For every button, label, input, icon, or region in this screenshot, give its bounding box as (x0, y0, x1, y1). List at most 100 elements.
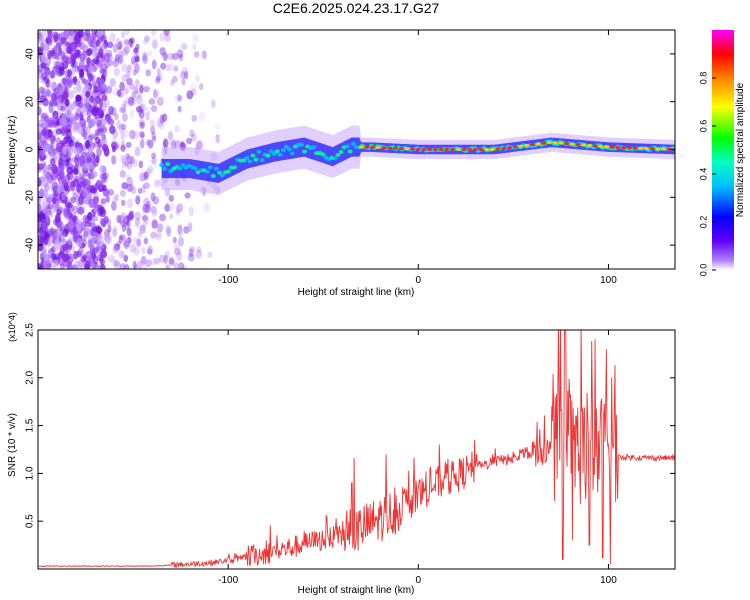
spectrogram-noise-cell (125, 153, 130, 160)
spectrogram-noise-cell (114, 193, 119, 202)
spectrogram-x-tick-label: -100 (218, 275, 238, 286)
spectrogram-noise-cell (38, 162, 44, 171)
spectrogram-peak-cell (569, 142, 575, 146)
spectrogram-noise-cell (177, 224, 183, 235)
spectrogram-noise-cell (86, 57, 91, 67)
spectrogram-noise-cell (53, 259, 60, 268)
spectrogram-noise-cell (85, 139, 90, 149)
spectrogram-noise-cell (68, 90, 75, 100)
spectrogram-noise-cell (50, 185, 56, 192)
spectrogram-noise-cell (98, 240, 105, 249)
spectrogram-peak-cell (649, 147, 655, 151)
spectrogram-noise-cell (41, 52, 47, 63)
spectrogram-noise-cell (86, 48, 93, 57)
spectrogram-noise-cell (164, 250, 170, 260)
spectrogram-peak-cell (398, 147, 404, 151)
spectrogram-noise-cell (101, 83, 107, 92)
spectrogram-noise-cell (162, 51, 168, 61)
spectrogram-noise-cell (115, 37, 121, 48)
spectrogram-noise-cell (129, 37, 135, 44)
spectrogram-noise-cell (46, 143, 54, 152)
spectrogram-noise-cell (60, 50, 66, 60)
spectrogram-noise-cell (45, 78, 50, 88)
spectrogram-noise-cell (48, 203, 54, 210)
spectrogram-noise-cell (124, 30, 130, 36)
spectrogram-noise-cell (150, 205, 157, 214)
spectrogram-peak-cell (427, 148, 433, 151)
spectrogram-noise-cell (45, 114, 50, 123)
spectrogram-noise-cell (44, 57, 52, 66)
spectrogram-noise-cell (85, 90, 91, 98)
spectrogram-noise-cell (125, 141, 132, 148)
colorbar-gradient (712, 30, 734, 270)
spectrogram-noise-cell (152, 135, 157, 142)
spectrogram-noise-cell (111, 200, 117, 211)
spectrogram-noise-cell (129, 129, 136, 140)
spectrogram-noise-cell (58, 94, 65, 104)
spectrogram-signal-cell (210, 173, 216, 178)
spectrogram-noise-cell (135, 90, 142, 100)
spectrogram-noise-cell (51, 260, 58, 267)
spectrogram-noise-cell (176, 251, 183, 261)
spectrogram-noise-cell (38, 123, 43, 132)
spectrogram-noise-cell (49, 99, 54, 107)
spectrogram-noise-cell (78, 61, 86, 70)
spectrogram-noise-cell (126, 227, 132, 237)
spectrogram-noise-cell (38, 149, 45, 156)
spectrogram-noise-cell (120, 144, 126, 152)
spectrogram-noise-cell (189, 129, 195, 138)
spectrogram-noise-cell (75, 222, 82, 232)
spectrogram-noise-cell (47, 129, 53, 138)
spectrogram-noise-cell (79, 154, 86, 165)
spectrogram-noise-cell (73, 250, 79, 260)
spectrogram-noise-cell (141, 55, 149, 65)
spectrogram-signal-cell (332, 156, 338, 161)
spectrogram-noise-cell (59, 227, 64, 236)
spectrogram-noise-cell (176, 203, 184, 213)
spectrogram-noise-cell (38, 235, 43, 245)
spectrogram-signal-cell (168, 169, 174, 174)
spectrogram-noise-cell (76, 219, 83, 227)
spectrogram-noise-cell (127, 64, 132, 73)
spectrogram-noise-cell (119, 169, 126, 178)
spectrogram-x-tick-label: 0 (416, 275, 422, 286)
spectrogram-noise-cell (89, 248, 97, 256)
spectrogram-noise-cell (78, 30, 84, 38)
spectrogram-noise-cell (96, 92, 102, 101)
spectrogram-noise-cell (122, 100, 128, 108)
spectrogram-noise-cell (60, 193, 66, 201)
spectrogram-noise-cell (73, 121, 81, 131)
spectrogram-noise-cell (146, 248, 153, 255)
spectrogram-noise-cell (40, 62, 47, 69)
spectrogram-noise-cell (105, 115, 112, 124)
spectrogram-peak-cell (598, 144, 604, 148)
spectrogram-noise-cell (52, 67, 60, 76)
spectrogram-noise-cell (41, 180, 49, 188)
spectrogram-peak-cell (415, 148, 421, 151)
spectrogram-noise-cell (92, 225, 100, 233)
spectrogram-noise-cell (46, 171, 52, 180)
spectrogram-noise-cell (86, 149, 93, 156)
spectrogram-peak-cell (455, 148, 461, 151)
spectrogram-noise-cell (180, 42, 188, 50)
spectrogram-noise-cell (151, 59, 157, 70)
spectrogram-x-ticks: -100 0 100 (218, 30, 617, 286)
spectrogram-noise-cell (119, 189, 127, 198)
spectrogram-noise-cell (67, 262, 74, 269)
spectrogram-noise-cell (67, 236, 74, 246)
spectrogram-noise-cell (170, 79, 175, 87)
spectrogram-noise-cell (100, 197, 106, 205)
spectrogram-noise-cell (121, 74, 128, 82)
spectrogram-noise-cell (146, 50, 152, 57)
spectrogram-noise-cell (145, 139, 151, 146)
spectrogram-noise-cell (111, 141, 117, 150)
spectrogram-signal-cell (274, 149, 280, 154)
spectrogram-noise-cell (146, 168, 152, 175)
colorbar: 0.0 0.2 0.4 0.6 0.8 Normalized spectral ampl… (698, 30, 746, 276)
spectrogram-noise-cell (39, 34, 44, 42)
spectrogram-peak-cell (387, 146, 393, 150)
spectrogram-peak-cell (489, 148, 495, 151)
colorbar-tick-label: 0.4 (698, 168, 708, 181)
spectrogram-noise-cell (47, 209, 53, 217)
spectrogram-noise-cell (118, 123, 125, 134)
